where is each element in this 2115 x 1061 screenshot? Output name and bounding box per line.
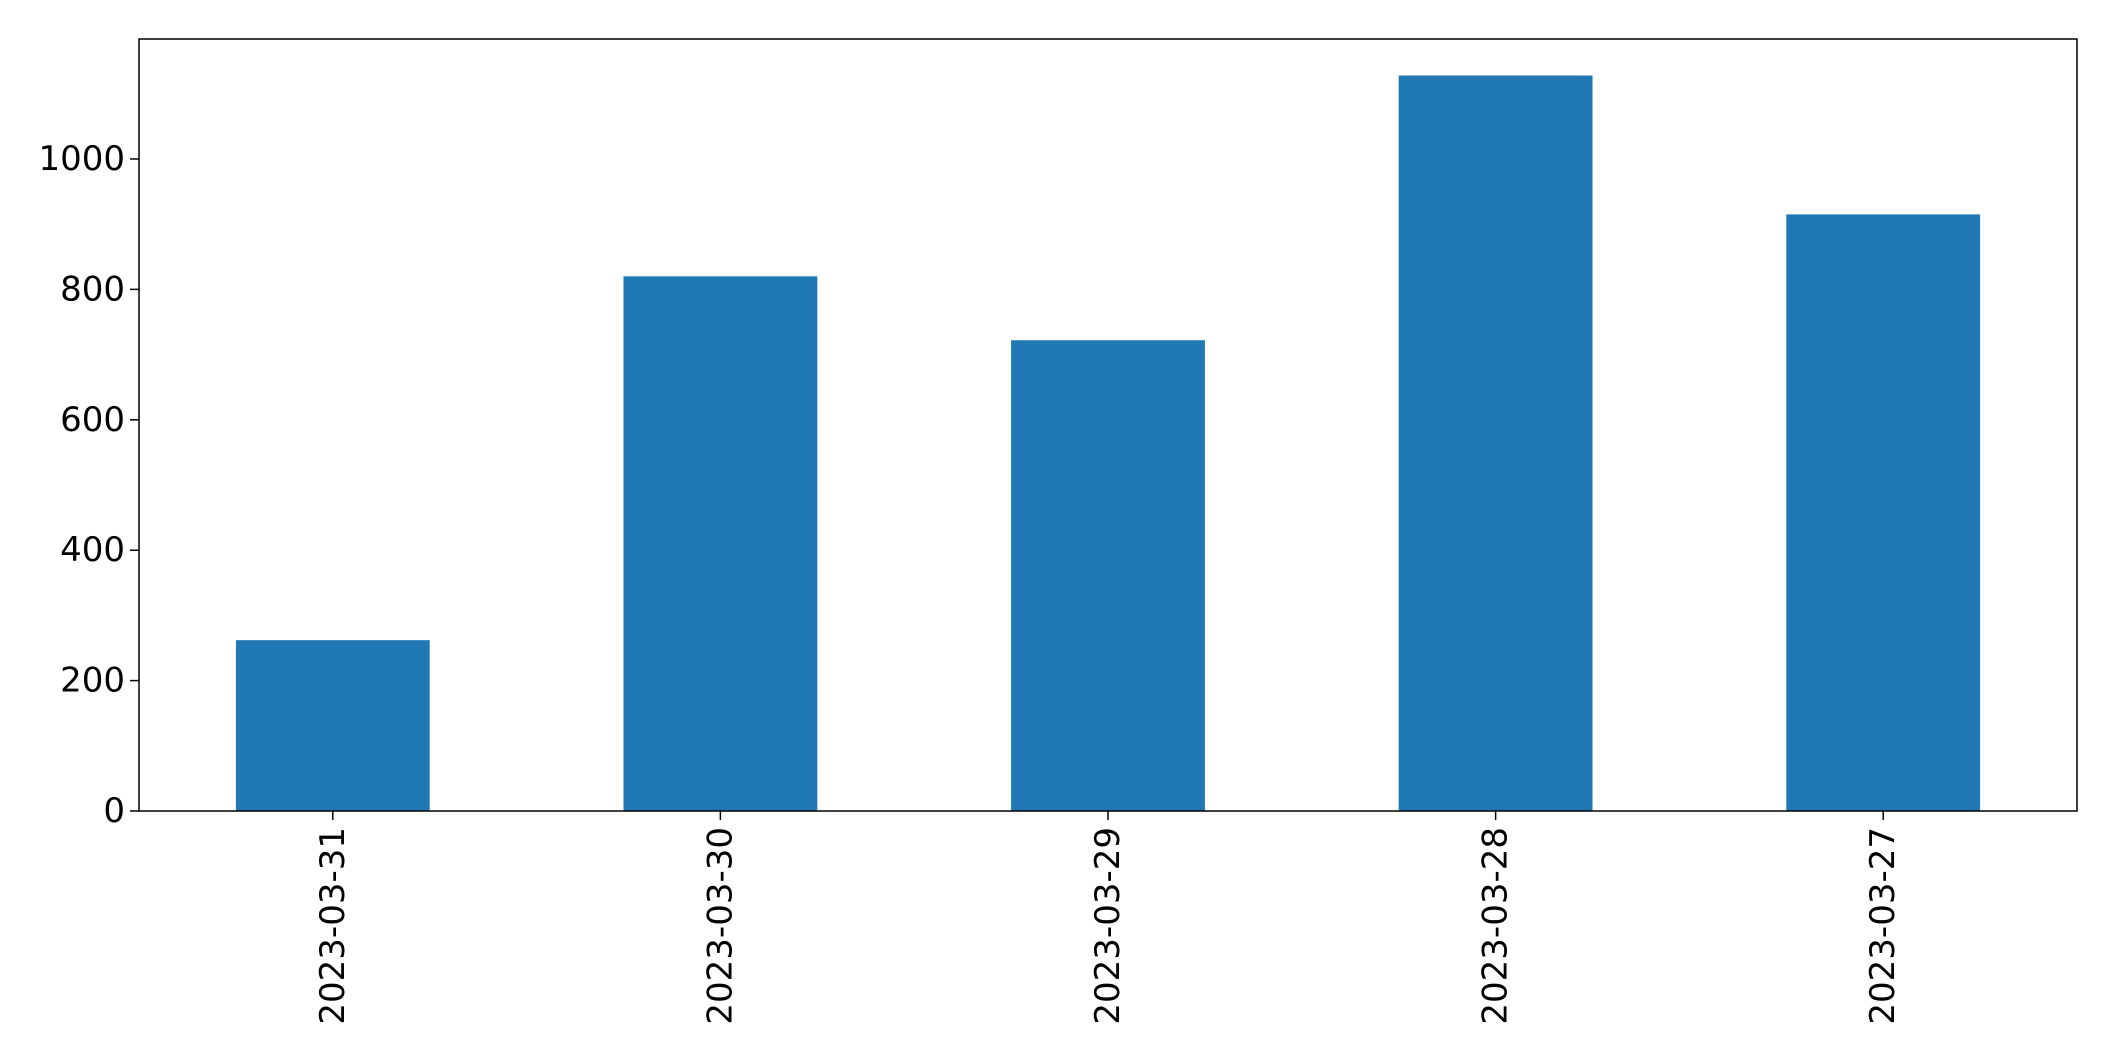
bars-layer xyxy=(235,75,1981,812)
x-tick-label: 2023-03-28 xyxy=(1476,827,1516,1025)
x-axis: 2023-03-31 2023-03-30 2023-03-29 2023-03-28… xyxy=(313,811,1903,1025)
bar-2023-03-28 xyxy=(1398,75,1593,812)
y-tick-label: 0 xyxy=(103,791,125,831)
bar-2023-03-31 xyxy=(235,640,430,811)
y-tick-label: 400 xyxy=(60,530,125,570)
x-tick-label: 2023-03-30 xyxy=(700,827,740,1025)
x-tick-label: 2023-03-31 xyxy=(313,827,353,1025)
x-tick-label: 2023-03-29 xyxy=(1088,827,1128,1025)
y-tick-label: 200 xyxy=(60,661,125,701)
bar-2023-03-30 xyxy=(623,276,818,811)
y-axis: 0 200 400 600 800 1000 xyxy=(38,139,139,831)
y-tick-label: 600 xyxy=(60,400,125,440)
y-tick-label: 800 xyxy=(60,269,125,309)
bar-2023-03-27 xyxy=(1786,214,1981,811)
x-tick-label: 2023-03-27 xyxy=(1863,827,1903,1025)
plot-frame xyxy=(138,38,2078,812)
y-tick-label: 1000 xyxy=(38,139,125,179)
bar-2023-03-29 xyxy=(1011,340,1205,811)
